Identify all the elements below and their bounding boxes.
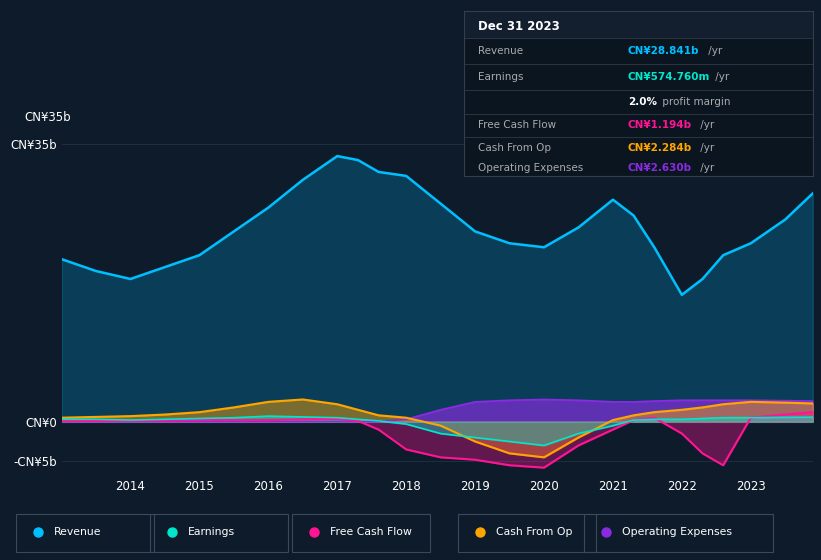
Text: /yr: /yr [704,46,722,56]
Text: CN¥35b: CN¥35b [25,111,71,124]
Text: Revenue: Revenue [54,527,102,537]
Text: Free Cash Flow: Free Cash Flow [330,527,412,537]
FancyBboxPatch shape [464,11,813,38]
Text: Cash From Op: Cash From Op [496,527,572,537]
Text: /yr: /yr [697,120,714,130]
Text: Dec 31 2023: Dec 31 2023 [478,20,560,32]
Text: Operating Expenses: Operating Expenses [478,163,583,173]
Text: 2.0%: 2.0% [628,97,657,107]
Text: Cash From Op: Cash From Op [478,143,551,153]
Text: CN¥28.841b: CN¥28.841b [628,46,699,56]
Text: Revenue: Revenue [478,46,523,56]
Text: CN¥574.760m: CN¥574.760m [628,72,710,82]
Text: /yr: /yr [697,143,714,153]
Text: Free Cash Flow: Free Cash Flow [478,120,556,130]
Text: Earnings: Earnings [188,527,236,537]
Text: CN¥1.194b: CN¥1.194b [628,120,692,130]
Text: /yr: /yr [713,72,730,82]
Text: CN¥2.284b: CN¥2.284b [628,143,692,153]
Text: Earnings: Earnings [478,72,523,82]
Text: profit margin: profit margin [658,97,730,107]
Text: CN¥2.630b: CN¥2.630b [628,163,692,173]
Text: Operating Expenses: Operating Expenses [621,527,732,537]
Text: /yr: /yr [697,163,714,173]
